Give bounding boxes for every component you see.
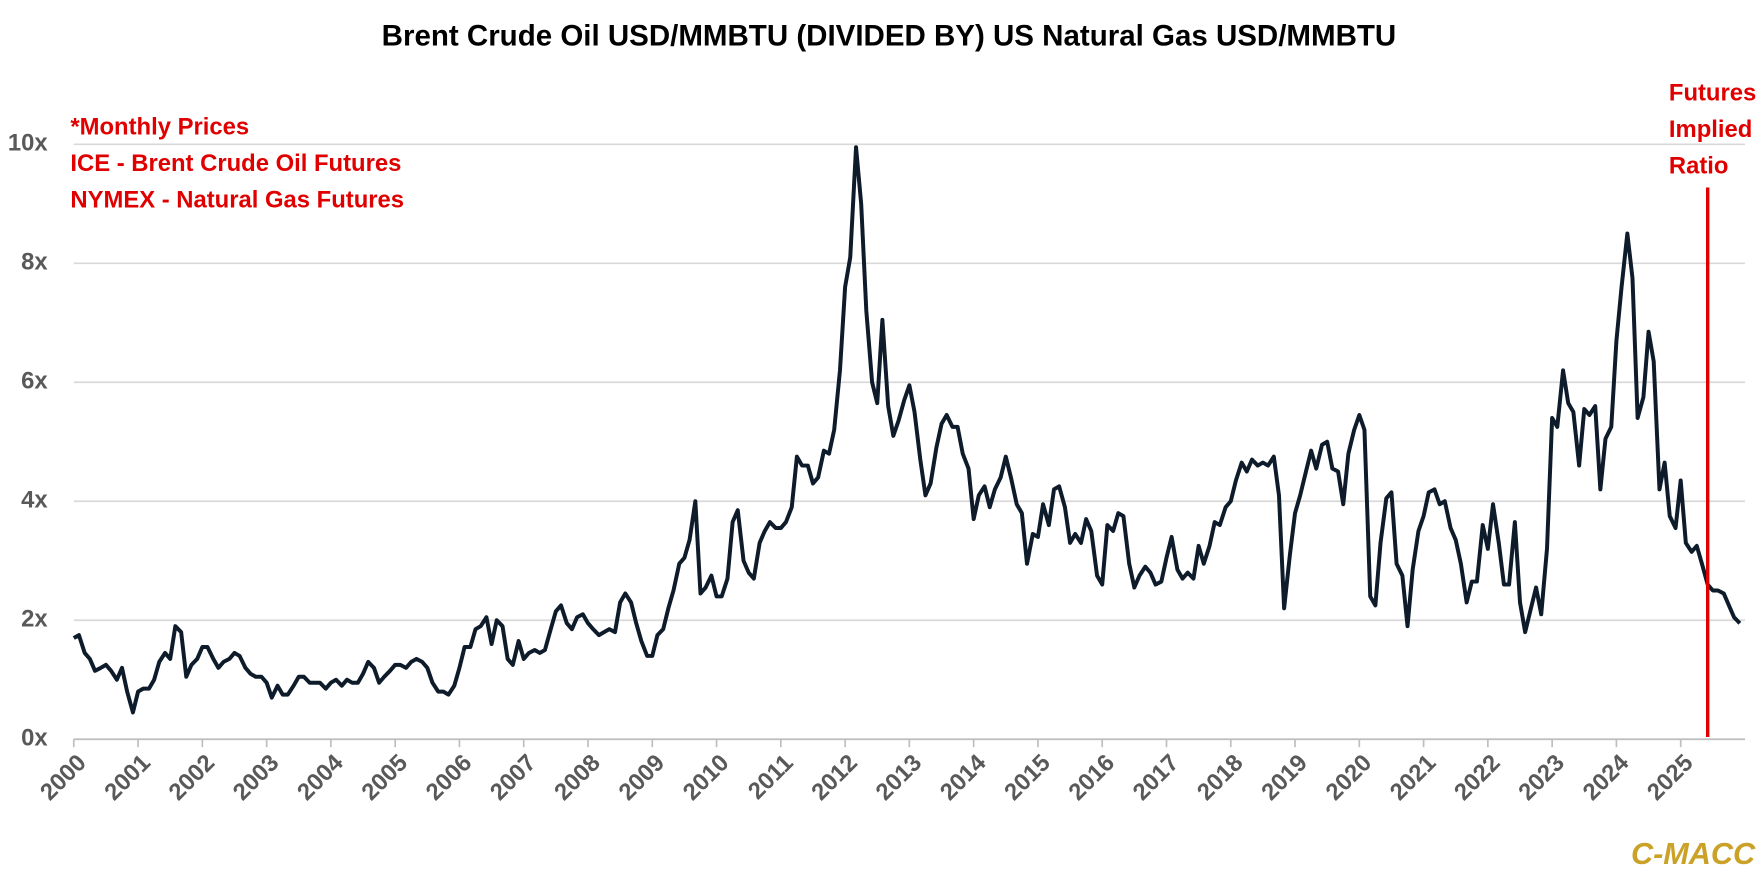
y-tick-label: 2x [21, 606, 48, 633]
annotation-note: ICE - Brent Crude Oil Futures [70, 150, 401, 177]
y-tick-label: 10x [8, 130, 49, 157]
data-line [72, 145, 1742, 715]
y-tick-label: 0x [21, 725, 48, 752]
source-logo: C-MACC [1631, 837, 1756, 871]
chart-title: Brent Crude Oil USD/MMBTU (DIVIDED BY) U… [382, 19, 1397, 52]
futures-label: Futures [1669, 80, 1756, 107]
annotation-note: NYMEX - Natural Gas Futures [70, 186, 404, 213]
y-tick-label: 4x [21, 487, 48, 514]
y-tick-label: 6x [21, 368, 48, 395]
futures-label: Implied [1669, 116, 1752, 143]
futures-label: Ratio [1669, 152, 1729, 179]
y-tick-label: 8x [21, 249, 48, 276]
annotation-note: *Monthly Prices [70, 114, 249, 141]
